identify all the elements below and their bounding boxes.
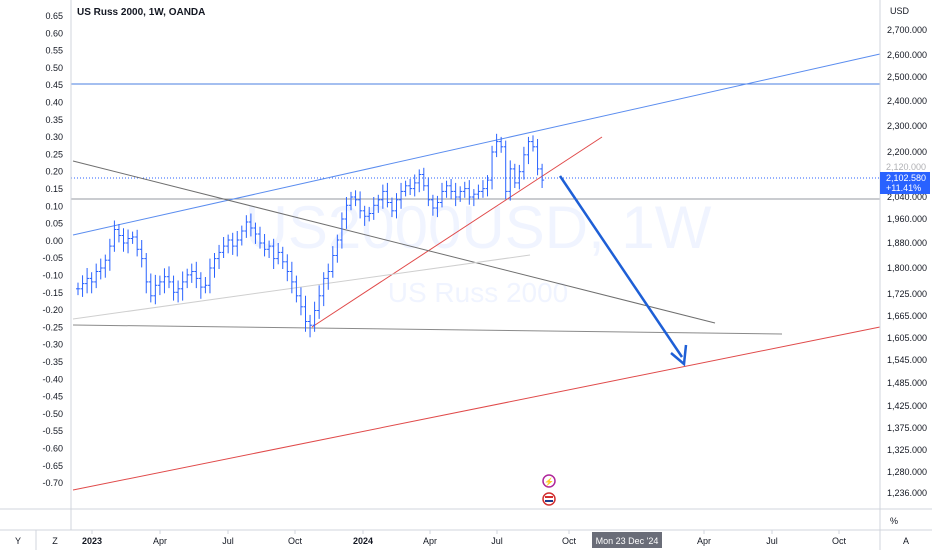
auto-scale-button[interactable]: A bbox=[903, 536, 909, 546]
watermark-name: US Russ 2000 bbox=[388, 277, 569, 308]
left-axis-tick-label: 0.50 bbox=[45, 63, 63, 73]
corner-z-button[interactable]: Z bbox=[52, 536, 58, 546]
time-axis-tick-label: Oct bbox=[832, 536, 847, 546]
left-axis-tick-label: 0.45 bbox=[45, 80, 63, 90]
time-axis-tick-label: Apr bbox=[697, 536, 711, 546]
right-axis-tick-label: 1,545.000 bbox=[887, 355, 927, 365]
left-axis-tick-label: 0.55 bbox=[45, 46, 63, 56]
left-axis-tick-label: -0.70 bbox=[42, 478, 63, 488]
crosshair-date-tag: Mon 23 Dec '24 bbox=[592, 532, 662, 548]
us-flag-event-icon[interactable] bbox=[542, 492, 556, 506]
left-axis-tick-label: -0.55 bbox=[42, 426, 63, 436]
time-axis-tick-label: Apr bbox=[153, 536, 167, 546]
right-axis-tick-label: 1,325.000 bbox=[887, 445, 927, 455]
svg-text:⚡: ⚡ bbox=[544, 477, 554, 487]
left-axis-tick-label: -0.50 bbox=[42, 409, 63, 419]
drawings-layer[interactable] bbox=[71, 53, 881, 491]
left-axis-tick-label: 0.40 bbox=[45, 98, 63, 108]
time-axis-tick-label: 2023 bbox=[82, 536, 102, 546]
hidden-price-label: 2,120.000 bbox=[886, 162, 926, 172]
left-axis-tick-label: -0.25 bbox=[42, 322, 63, 332]
red-lower-trendline[interactable] bbox=[72, 326, 881, 491]
right-axis-tick-label: 2,700.000 bbox=[887, 25, 927, 35]
right-axis-tick-label: 1,665.000 bbox=[887, 311, 927, 321]
crosshair-date: Mon 23 Dec '24 bbox=[596, 536, 659, 546]
right-axis-tick-label: 1,605.000 bbox=[887, 333, 927, 343]
right-axis-tick-label: 1,485.000 bbox=[887, 378, 927, 388]
left-axis-tick-label: 0.20 bbox=[45, 167, 63, 177]
right-axis-tick-label: 2,300.000 bbox=[887, 121, 927, 131]
left-axis-tick-label: -0.45 bbox=[42, 392, 63, 402]
right-axis-tick-label: 2,200.000 bbox=[887, 147, 927, 157]
left-axis-tick-label: -0.60 bbox=[42, 444, 63, 454]
time-axis-tick-label: Jul bbox=[491, 536, 503, 546]
left-axis-tick-label: -0.20 bbox=[42, 305, 63, 315]
left-axis-tick-label: -0.65 bbox=[42, 461, 63, 471]
left-axis-tick-label: 0.35 bbox=[45, 115, 63, 125]
left-axis-tick-label: -0.05 bbox=[42, 253, 63, 263]
right-axis-tick-label: 1,425.000 bbox=[887, 401, 927, 411]
last-price-value: 2,102.580 bbox=[886, 173, 926, 183]
left-axis-tick-label: -0.35 bbox=[42, 357, 63, 367]
right-axis-tick-label: 1,236.000 bbox=[887, 488, 927, 498]
bearish-arrow-head[interactable] bbox=[670, 344, 688, 367]
left-axis-tick-label: 0.25 bbox=[45, 149, 63, 159]
time-axis-tick-label: Oct bbox=[288, 536, 303, 546]
bearish-arrow-line[interactable] bbox=[558, 175, 684, 358]
left-axis-tick-label: 0.05 bbox=[45, 219, 63, 229]
left-axis-tick-label: 0.00 bbox=[45, 236, 63, 246]
left-axis[interactable]: 0.65 0.60 0.55 0.50 0.45 0.40 0.35 0.30 0.25 0.20… bbox=[42, 11, 63, 488]
right-axis-tick-label: 2,400.000 bbox=[887, 96, 927, 106]
chart-title: US Russ 2000, 1W, OANDA bbox=[77, 7, 205, 18]
faint-trendline[interactable] bbox=[72, 254, 531, 320]
time-axis-tick-label: Jul bbox=[766, 536, 778, 546]
right-axis-tick-label: 1,800.000 bbox=[887, 263, 927, 273]
earnings-event-icon[interactable]: ⚡ bbox=[542, 474, 556, 488]
percent-scale-label[interactable]: % bbox=[890, 516, 898, 526]
left-axis-tick-label: 0.60 bbox=[45, 28, 63, 38]
right-axis-tick-label: 2,040.000 bbox=[887, 192, 927, 202]
right-axis-tick-label: 1,725.000 bbox=[887, 289, 927, 299]
left-axis-tick-label: -0.10 bbox=[42, 271, 63, 281]
corner-y-button[interactable]: Y bbox=[15, 536, 21, 546]
last-price-tag[interactable]: 2,102.580 +11.41% bbox=[880, 172, 930, 194]
right-axis-tick-label: 1,375.000 bbox=[887, 423, 927, 433]
left-axis-tick-label: -0.30 bbox=[42, 340, 63, 350]
time-axis[interactable]: 2023 Apr Jul Oct 2024 Apr Jul Oct Apr Jul Oct bbox=[82, 530, 847, 546]
time-axis-tick-label: Oct bbox=[562, 536, 577, 546]
right-axis[interactable]: 2,700.000 2,600.000 2,500.000 2,400.000 2,30… bbox=[887, 25, 927, 498]
last-price-change: +11.41% bbox=[886, 183, 921, 193]
right-axis-tick-label: 1,880.000 bbox=[887, 238, 927, 248]
left-axis-tick-label: 0.30 bbox=[45, 132, 63, 142]
gray-descending-trendline[interactable] bbox=[72, 160, 716, 324]
left-axis-tick-label: 0.10 bbox=[45, 201, 63, 211]
left-axis-tick-label: 0.15 bbox=[45, 184, 63, 194]
time-axis-tick-label: Jul bbox=[222, 536, 234, 546]
watermark-symbol: US2000USD, 1W bbox=[245, 194, 712, 261]
red-support-trendline[interactable] bbox=[311, 136, 603, 328]
price-bars bbox=[76, 133, 545, 338]
left-axis-tick-label: -0.40 bbox=[42, 374, 63, 384]
currency-label: USD bbox=[890, 6, 910, 16]
left-axis-tick-label: -0.15 bbox=[42, 288, 63, 298]
right-axis-tick-label: 1,960.000 bbox=[887, 214, 927, 224]
upper-trendline[interactable] bbox=[72, 53, 881, 236]
left-axis-tick-label: 0.65 bbox=[45, 11, 63, 21]
time-axis-tick-label: Apr bbox=[423, 536, 437, 546]
gray-bottom-line[interactable] bbox=[72, 324, 783, 335]
right-axis-tick-label: 1,280.000 bbox=[887, 467, 927, 477]
right-axis-tick-label: 2,500.000 bbox=[887, 72, 927, 82]
right-axis-tick-label: 2,600.000 bbox=[887, 50, 927, 60]
time-axis-tick-label: 2024 bbox=[353, 536, 373, 546]
